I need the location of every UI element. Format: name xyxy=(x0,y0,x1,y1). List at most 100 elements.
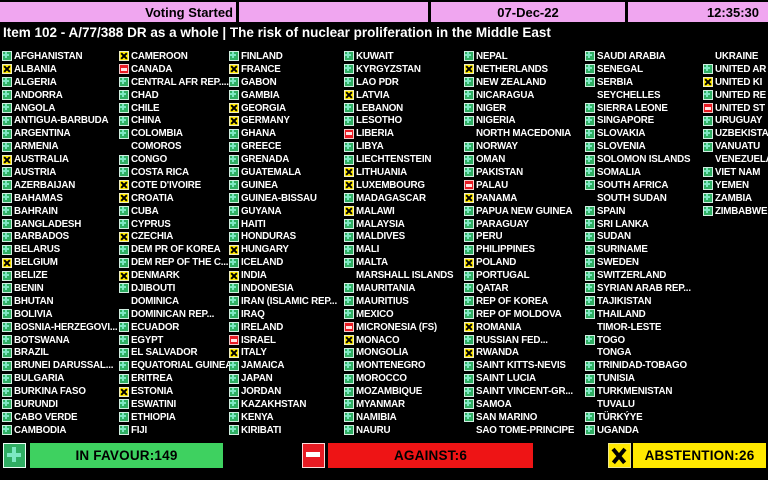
vote-in-favour-icon xyxy=(344,296,354,307)
country-row: UKRAINE xyxy=(703,50,768,63)
country-name: KENYA xyxy=(241,411,274,423)
country-row: MAURITANIA xyxy=(344,282,462,295)
vote-in-favour-icon xyxy=(344,412,354,423)
country-row: BHUTAN xyxy=(2,295,120,308)
country-row: ANTIGUA-BARBUDA xyxy=(2,114,120,127)
country-row: GUATEMALA xyxy=(229,166,347,179)
country-row: JAMAICA xyxy=(229,359,347,372)
vote-time: 12:35:30 xyxy=(706,4,759,20)
country-row: UGANDA xyxy=(585,424,703,437)
status-bar-spacer xyxy=(239,2,431,22)
country-name: NICARAGUA xyxy=(476,89,535,101)
vote-in-favour-icon xyxy=(229,206,239,217)
country-row: DENMARK xyxy=(119,269,237,282)
vote-in-favour-icon xyxy=(119,115,129,126)
country-name: GERMANY xyxy=(241,115,290,127)
vote-in-favour-icon xyxy=(2,360,12,371)
country-row: POLAND xyxy=(464,256,582,269)
country-row: NETHERLANDS xyxy=(464,63,582,76)
vote-in-favour-icon xyxy=(344,309,354,320)
country-name: BENIN xyxy=(14,282,44,294)
country-name: AZERBAIJAN xyxy=(14,179,76,191)
country-name: ALGERIA xyxy=(14,76,57,88)
country-name: MICRONESIA (FS) xyxy=(356,321,437,333)
country-name: LESOTHO xyxy=(356,115,402,127)
country-row: UNITED KI xyxy=(703,76,768,89)
vote-in-favour-icon xyxy=(2,193,12,204)
vote-in-favour-icon xyxy=(464,386,474,397)
country-row: ARGENTINA xyxy=(2,127,120,140)
country-row: INDONESIA xyxy=(229,282,347,295)
country-row: CONGO xyxy=(119,153,237,166)
vote-in-favour-icon xyxy=(2,347,12,358)
country-row: ANDORRA xyxy=(2,89,120,102)
country-row: SEYCHELLES xyxy=(585,89,703,102)
vote-in-favour-icon xyxy=(229,296,239,307)
country-row: ITALY xyxy=(229,346,347,359)
country-row: ETHIOPIA xyxy=(119,411,237,424)
country-name: SAINT VINCENT-GR... xyxy=(476,386,573,398)
country-name: NIGERIA xyxy=(476,115,516,127)
country-row: PAKISTAN xyxy=(464,166,582,179)
vote-in-favour-icon xyxy=(585,270,595,281)
country-row: GUINEA xyxy=(229,179,347,192)
country-row: GEORGIA xyxy=(229,102,347,115)
vote-in-favour-icon xyxy=(344,231,354,242)
country-name: DENMARK xyxy=(131,270,180,282)
country-name: KAZAKHSTAN xyxy=(241,398,307,410)
country-row: CAMBODIA xyxy=(2,424,120,437)
country-row: ANGOLA xyxy=(2,102,120,115)
country-name: KIRIBATI xyxy=(241,424,282,436)
country-name: FRANCE xyxy=(241,63,281,75)
vote-in-favour-icon xyxy=(344,193,354,204)
country-name: NEPAL xyxy=(476,50,508,62)
country-row: KENYA xyxy=(229,411,347,424)
country-name: NEW ZEALAND xyxy=(476,76,547,88)
country-row: UNITED RE xyxy=(703,89,768,102)
country-row: RUSSIAN FED... xyxy=(464,334,582,347)
country-name: DOMINICA xyxy=(131,295,179,307)
vote-abstain-icon xyxy=(2,257,12,268)
vote-abstain-icon xyxy=(703,77,713,88)
country-row: BURUNDI xyxy=(2,398,120,411)
country-name: EGYPT xyxy=(131,334,164,346)
vote-in-favour-icon xyxy=(2,128,12,139)
vote-in-favour-icon xyxy=(464,206,474,217)
country-row: CHAD xyxy=(119,89,237,102)
vote-in-favour-icon xyxy=(585,373,595,384)
country-name: REP OF KOREA xyxy=(476,295,548,307)
country-row: SINGAPORE xyxy=(585,114,703,127)
country-name: SAINT KITTS-NEVIS xyxy=(476,360,566,372)
vote-in-favour-icon xyxy=(229,180,239,191)
country-row: GREECE xyxy=(229,140,347,153)
vote-in-favour-icon xyxy=(2,373,12,384)
country-name: CHAD xyxy=(131,89,159,101)
vote-abstain-icon xyxy=(344,180,354,191)
vote-abstain-icon xyxy=(464,193,474,204)
vote-in-favour-icon xyxy=(2,167,12,178)
country-name: SWITZERLAND xyxy=(597,270,667,282)
country-row: SENEGAL xyxy=(585,63,703,76)
country-name: DOMINICAN REP... xyxy=(131,308,215,320)
country-row: BOLIVIA xyxy=(2,308,120,321)
country-row: DOMINICAN REP... xyxy=(119,308,237,321)
vote-in-favour-icon xyxy=(464,270,474,281)
country-name: MOROCCO xyxy=(356,373,407,385)
country-name: GHANA xyxy=(241,128,276,140)
country-name: ISRAEL xyxy=(241,334,276,346)
country-row: NORTH MACEDONIA xyxy=(464,127,582,140)
country-row: KIRIBATI xyxy=(229,424,347,437)
country-name: BOLIVIA xyxy=(14,308,53,320)
country-row: ECUADOR xyxy=(119,321,237,334)
vote-in-favour-icon xyxy=(344,373,354,384)
country-row: TOGO xyxy=(585,334,703,347)
vote-in-favour-icon xyxy=(229,373,239,384)
vote-in-favour-icon xyxy=(119,412,129,423)
country-name: SOUTH AFRICA xyxy=(597,179,669,191)
country-name: PALAU xyxy=(476,179,509,191)
vote-in-favour-icon xyxy=(229,141,239,152)
country-row: GRENADA xyxy=(229,153,347,166)
country-row: SOUTH AFRICA xyxy=(585,179,703,192)
country-row: SUDAN xyxy=(585,230,703,243)
